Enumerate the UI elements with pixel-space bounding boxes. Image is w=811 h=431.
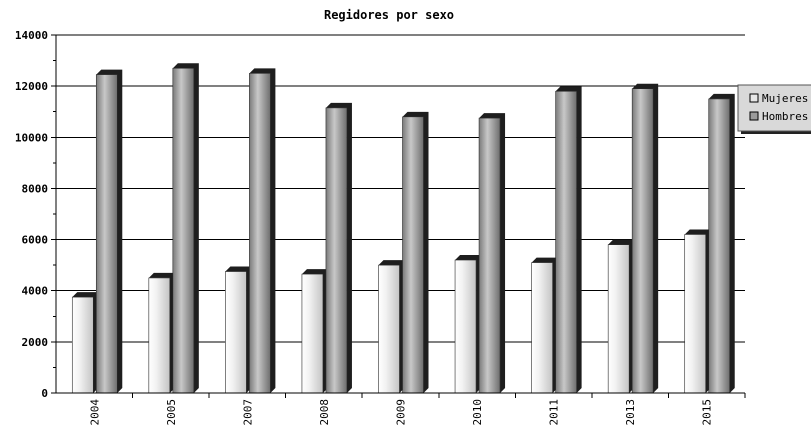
bar-hombres bbox=[95, 74, 118, 394]
bar-mujeres bbox=[378, 264, 400, 394]
x-tick-label: 2009 bbox=[395, 399, 408, 426]
x-tick-label: 2008 bbox=[318, 399, 331, 426]
bar-depth-hombres bbox=[708, 93, 735, 393]
bar-hombres bbox=[325, 107, 348, 394]
legend-box bbox=[737, 84, 811, 132]
bar-depth-mujeres bbox=[608, 239, 635, 393]
bar-hombres bbox=[631, 88, 654, 394]
bar-hombres bbox=[555, 90, 577, 394]
bar-depth-hombres bbox=[479, 113, 506, 393]
x-tick-label: 2011 bbox=[548, 399, 561, 426]
bar-mujeres bbox=[684, 234, 707, 394]
bar-depth-hombres bbox=[555, 86, 582, 393]
bar-mujeres bbox=[71, 296, 94, 394]
bar-mujeres bbox=[607, 244, 630, 394]
x-tick-label: 2005 bbox=[165, 399, 178, 426]
bar-depth-mujeres bbox=[378, 260, 405, 393]
bar-mujeres bbox=[225, 271, 247, 394]
x-tick-label: 2004 bbox=[88, 399, 101, 426]
legend-label-hombres: Hombres bbox=[762, 110, 808, 123]
bar-mujeres bbox=[148, 277, 171, 394]
x-tick-label: 2013 bbox=[624, 399, 637, 426]
bar-depth-mujeres bbox=[225, 266, 252, 393]
y-tick-label: 0 bbox=[41, 387, 48, 400]
bar-depth-mujeres bbox=[148, 272, 175, 393]
bar-depth-mujeres bbox=[301, 269, 328, 393]
bar-depth-hombres bbox=[325, 102, 352, 393]
legend-swatch-mujeres bbox=[749, 93, 759, 103]
axes: 0 2000 4000 6000 8000 10000 12000 14000 2004 2005… bbox=[15, 29, 746, 426]
legend-label-mujeres: Mujeres bbox=[762, 92, 808, 105]
y-tick-label: 10000 bbox=[15, 131, 48, 144]
bar-depth-mujeres bbox=[684, 229, 711, 393]
x-tick-label: 2015 bbox=[701, 399, 714, 426]
bar-depth-mujeres bbox=[531, 257, 558, 393]
y-tick-label: 6000 bbox=[22, 234, 49, 247]
chart-title: Regidores por sexo bbox=[324, 8, 454, 22]
bar-mujeres bbox=[454, 259, 477, 394]
y-tick-label: 2000 bbox=[22, 336, 49, 349]
bar-hombres bbox=[249, 73, 271, 394]
bar-depth-mujeres bbox=[455, 255, 482, 393]
bar-depth-mujeres bbox=[72, 292, 99, 393]
y-tick-label: 8000 bbox=[22, 182, 49, 195]
bar-mujeres bbox=[301, 273, 324, 394]
bars bbox=[71, 63, 735, 394]
y-tick-label: 12000 bbox=[15, 80, 48, 93]
bar-hombres bbox=[402, 116, 424, 394]
bar-hombres bbox=[172, 67, 195, 394]
x-tick-label: 2010 bbox=[471, 399, 484, 426]
y-tick-label: 4000 bbox=[22, 285, 49, 298]
bar-depth-hombres bbox=[172, 63, 199, 393]
bar-depth-hombres bbox=[402, 111, 429, 393]
bar-mujeres bbox=[531, 262, 553, 394]
bar-depth-hombres bbox=[96, 69, 123, 393]
bar-depth-hombres bbox=[632, 83, 659, 393]
y-tick-label: 14000 bbox=[15, 29, 48, 42]
legend: Mujeres Hombres bbox=[737, 84, 811, 134]
bar-hombres bbox=[708, 98, 731, 394]
x-tick-label: 2007 bbox=[241, 399, 254, 426]
legend-swatch-hombres bbox=[749, 111, 759, 121]
bar-depth-hombres bbox=[249, 68, 276, 393]
bar-hombres bbox=[478, 117, 501, 394]
